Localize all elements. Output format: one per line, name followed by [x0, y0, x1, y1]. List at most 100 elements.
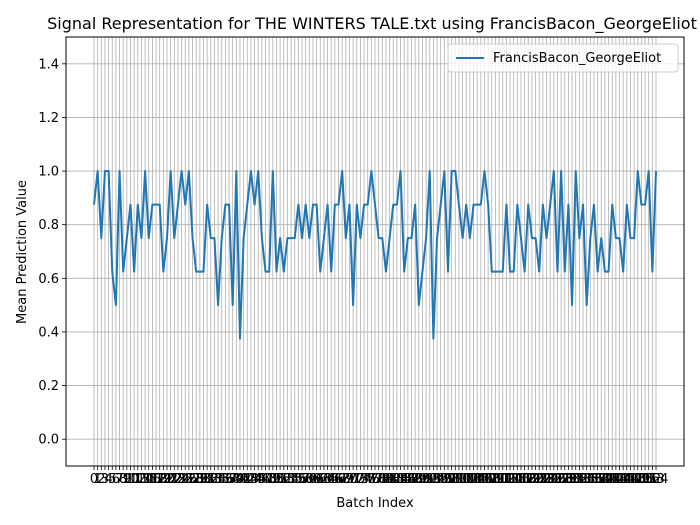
- x-tick-label: 72: [348, 472, 365, 487]
- x-tick-label: 58: [297, 472, 314, 487]
- x-tick-label: 90: [414, 472, 431, 487]
- x-tick-label: 1: [94, 472, 102, 487]
- data-point: [425, 237, 427, 239]
- data-point: [294, 237, 296, 239]
- data-point: [454, 170, 456, 172]
- data-point: [473, 204, 475, 206]
- data-point: [553, 170, 555, 172]
- legend-label: FrancisBacon_GeorgeEliot: [493, 51, 661, 66]
- data-point: [330, 271, 332, 273]
- y-tick-label: 0.2: [38, 379, 59, 394]
- x-tick-label: 37: [221, 472, 238, 487]
- data-point: [374, 204, 376, 206]
- x-tick-label: 73: [352, 472, 369, 487]
- x-tick-label: 20: [159, 472, 176, 487]
- data-point: [312, 204, 314, 206]
- x-tick-label: 12: [130, 472, 147, 487]
- x-tick-label: 94: [429, 472, 446, 487]
- data-point: [637, 170, 639, 172]
- x-axis-title: Batch Index: [336, 496, 414, 511]
- data-point: [308, 237, 310, 239]
- data-point: [243, 237, 245, 239]
- x-tick-label: 81: [381, 472, 398, 487]
- x-tick-label: 135: [574, 472, 599, 487]
- x-tick-label: 117: [509, 472, 534, 487]
- data-point: [232, 304, 234, 306]
- data-point: [462, 237, 464, 239]
- data-point: [582, 204, 584, 206]
- data-point: [502, 271, 504, 273]
- data-point: [421, 271, 423, 273]
- x-tick-label: 78: [370, 472, 387, 487]
- x-tick-label: 88: [407, 472, 424, 487]
- data-point: [140, 237, 142, 239]
- data-point: [338, 204, 340, 206]
- x-tick-label: 107: [472, 472, 497, 487]
- data-point: [443, 170, 445, 172]
- data-point: [429, 170, 431, 172]
- data-point: [527, 204, 529, 206]
- x-tick-label: 3: [101, 472, 109, 487]
- x-tick-label: 126: [541, 472, 566, 487]
- x-tick-label: 28: [188, 472, 205, 487]
- x-tick-label: 108: [476, 472, 501, 487]
- x-tick-label: 16: [144, 472, 161, 487]
- x-tick-label: 79: [374, 472, 391, 487]
- data-point: [400, 170, 402, 172]
- data-point: [396, 204, 398, 206]
- plot-frame: [65, 36, 685, 467]
- x-tick-label: 4: [104, 472, 112, 487]
- x-tick-label: 129: [552, 472, 577, 487]
- data-point: [578, 237, 580, 239]
- data-point: [542, 204, 544, 206]
- data-point: [133, 271, 135, 273]
- x-tick-label: 136: [578, 472, 603, 487]
- x-tick-label: 38: [224, 472, 241, 487]
- data-point: [571, 304, 573, 306]
- x-tick-label: 89: [411, 472, 428, 487]
- x-tick-label: 43: [243, 472, 260, 487]
- data-point: [239, 338, 241, 340]
- data-point: [177, 204, 179, 206]
- x-tick-label: 96: [436, 472, 453, 487]
- data-point: [137, 204, 139, 206]
- data-point: [436, 237, 438, 239]
- data-point: [516, 204, 518, 206]
- data-point: [513, 271, 515, 273]
- data-point: [469, 237, 471, 239]
- y-tick-label: 0.8: [38, 218, 59, 233]
- x-tick-label: 123: [530, 472, 555, 487]
- data-point: [162, 271, 164, 273]
- x-tick-label: 60: [305, 472, 322, 487]
- data-point: [370, 170, 372, 172]
- data-point: [447, 271, 449, 273]
- x-tick-label: 5: [108, 472, 116, 487]
- data-point: [224, 204, 226, 206]
- x-tick-label: 87: [403, 472, 420, 487]
- x-tick-label: 68: [334, 472, 351, 487]
- data-point: [122, 271, 124, 273]
- x-tick-label: 80: [378, 472, 395, 487]
- data-point: [115, 304, 117, 306]
- data-point: [210, 237, 212, 239]
- x-tick-label: 75: [359, 472, 376, 487]
- data-point: [283, 271, 285, 273]
- data-point: [261, 237, 263, 239]
- data-point: [546, 237, 548, 239]
- x-tick-label: 114: [498, 472, 523, 487]
- data-point: [217, 304, 219, 306]
- x-tick-label: 151: [633, 472, 658, 487]
- x-tick-label: 121: [523, 472, 548, 487]
- x-tick-label: 142: [600, 472, 625, 487]
- x-tick-label: 97: [440, 472, 457, 487]
- data-point: [600, 237, 602, 239]
- x-tick-label: 100: [447, 472, 472, 487]
- x-tick-label: 23: [170, 472, 187, 487]
- x-tick-label: 8: [119, 472, 127, 487]
- data-point: [356, 204, 358, 206]
- x-tick-label: 103: [457, 472, 482, 487]
- y-tick-label: 1.4: [38, 57, 59, 72]
- x-tick-label: 143: [603, 472, 628, 487]
- data-point: [575, 170, 577, 172]
- data-point: [246, 204, 248, 206]
